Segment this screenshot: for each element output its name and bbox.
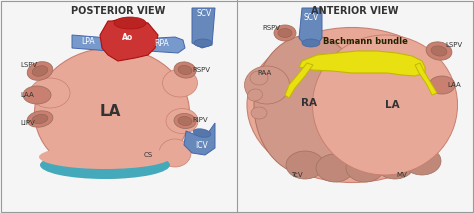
Ellipse shape [39, 145, 171, 169]
Polygon shape [192, 8, 215, 48]
Ellipse shape [159, 139, 191, 167]
Text: MV: MV [397, 172, 407, 178]
Ellipse shape [254, 35, 364, 175]
Ellipse shape [403, 147, 441, 175]
Text: LA: LA [100, 104, 121, 118]
Text: ICV: ICV [196, 141, 209, 150]
Ellipse shape [286, 151, 324, 179]
Ellipse shape [163, 69, 198, 97]
Ellipse shape [316, 154, 354, 182]
Ellipse shape [30, 78, 70, 108]
Text: SCV: SCV [303, 13, 319, 23]
Ellipse shape [32, 66, 48, 76]
Ellipse shape [429, 76, 455, 94]
Polygon shape [184, 123, 215, 155]
Polygon shape [299, 51, 425, 76]
Ellipse shape [174, 114, 196, 128]
Ellipse shape [35, 48, 190, 178]
Text: LSPV: LSPV [20, 62, 37, 68]
Text: CS: CS [144, 152, 153, 158]
Ellipse shape [312, 35, 457, 175]
Ellipse shape [27, 62, 53, 80]
Ellipse shape [114, 17, 146, 29]
Text: RIPV: RIPV [192, 117, 208, 123]
Text: SCV: SCV [196, 9, 211, 17]
Text: RSPV: RSPV [192, 67, 210, 73]
Text: TcV: TcV [291, 172, 303, 178]
Text: LIPV: LIPV [20, 120, 35, 126]
Ellipse shape [40, 151, 170, 179]
Text: LAA: LAA [20, 92, 34, 98]
Polygon shape [285, 63, 313, 98]
Ellipse shape [250, 71, 268, 85]
Ellipse shape [247, 89, 263, 101]
Text: RA: RA [301, 98, 317, 108]
Ellipse shape [32, 114, 48, 124]
Ellipse shape [302, 39, 320, 47]
Text: RAA: RAA [257, 70, 271, 76]
Ellipse shape [23, 86, 51, 104]
Ellipse shape [251, 107, 267, 119]
Polygon shape [72, 35, 118, 51]
Text: ANTERIOR VIEW: ANTERIOR VIEW [311, 6, 399, 16]
Polygon shape [100, 18, 158, 61]
Text: LPA: LPA [81, 37, 95, 46]
Polygon shape [299, 8, 322, 45]
Ellipse shape [274, 25, 296, 41]
Ellipse shape [178, 65, 192, 75]
Text: Bachmann bundle: Bachmann bundle [323, 36, 408, 46]
Ellipse shape [166, 108, 198, 134]
Ellipse shape [346, 154, 384, 182]
Ellipse shape [194, 39, 212, 47]
Text: LSPV: LSPV [445, 42, 462, 48]
Text: RSPV: RSPV [262, 25, 280, 31]
Ellipse shape [193, 129, 211, 137]
Ellipse shape [247, 27, 457, 183]
Ellipse shape [376, 151, 414, 179]
Ellipse shape [278, 29, 292, 37]
Text: LA: LA [385, 100, 399, 110]
Text: POSTERIOR VIEW: POSTERIOR VIEW [71, 6, 165, 16]
Ellipse shape [426, 42, 452, 60]
Ellipse shape [431, 46, 447, 56]
Ellipse shape [27, 111, 53, 127]
Polygon shape [415, 63, 437, 95]
Ellipse shape [245, 66, 290, 104]
Text: RPA: RPA [155, 39, 169, 49]
Ellipse shape [174, 62, 196, 78]
Text: LAA: LAA [447, 82, 461, 88]
Polygon shape [140, 37, 185, 53]
Text: Ao: Ao [122, 33, 134, 43]
Ellipse shape [178, 117, 192, 125]
